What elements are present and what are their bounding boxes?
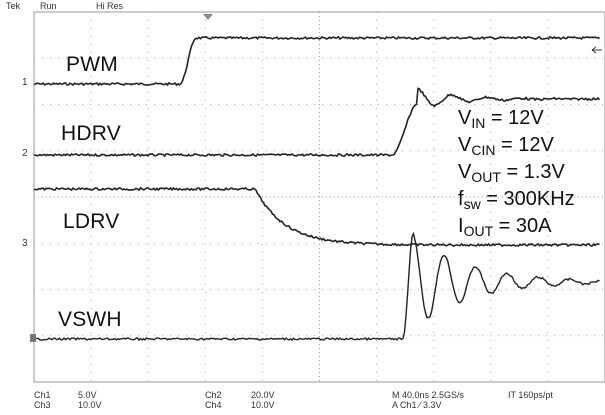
ch4-name: Ch4 [205,400,222,410]
vcin-condition: VCIN = 12V [458,134,554,158]
trigger-position-marker [203,14,213,20]
ch1-ground-marker: 1 [22,77,28,88]
trigger-readout: A Ch1 ⁄ 3.3V [392,400,442,410]
brand-label: Tek [6,1,21,11]
ch1-scale: 5.0V [78,390,97,400]
acquisition-mode-label: Hi Res [96,1,124,11]
pwm-trace [33,35,600,87]
vswh-label: VSWH [58,308,122,331]
ch4-scale: 10.0V [251,400,275,410]
resolution-readout: IT 160ps/pt [508,390,553,400]
scope-status-bar: Tek Run Hi Res [0,0,605,14]
ldrv-label: LDRV [63,210,120,233]
ch2-ground-marker: 2 [22,148,28,159]
hdrv-label: HDRV [61,122,121,145]
ldrv-trace [33,186,600,248]
fsw-condition: fsw = 300KHz [458,188,575,212]
ch4-ground-marker: 4 [22,333,28,343]
ch2-scale: 20.0V [251,390,275,400]
vin-condition: VIN = 12V [458,107,544,131]
ch3-name: Ch3 [34,400,51,410]
ch3-scale: 10.0V [78,400,102,410]
run-state-label: Run [40,1,57,11]
vout-condition: VOUT = 1.3V [458,161,565,185]
timebase-readout: M 40.0ns 2.5GS/s [392,390,465,400]
graticule-grid [34,12,605,382]
pwm-label: PWM [66,53,118,76]
hdrv-trace [33,87,601,158]
ch3-ground-marker: 3 [22,238,28,249]
ch2-name: Ch2 [205,390,222,400]
vswh-trace [33,231,600,342]
iout-condition: IOUT = 30A [458,215,552,239]
trigger-level-arrow [591,46,602,54]
ch1-name: Ch1 [34,390,51,400]
